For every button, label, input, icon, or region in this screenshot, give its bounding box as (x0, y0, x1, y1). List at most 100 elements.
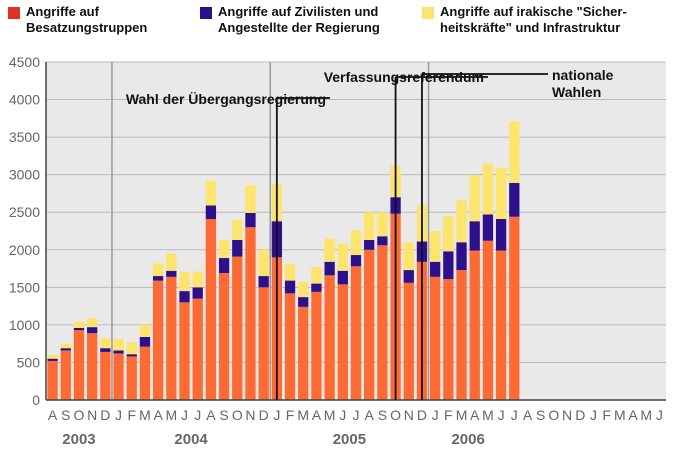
bar-segment-troops (258, 287, 269, 400)
legend-item-troops: Angriffe auf Besatzungstruppen (8, 4, 147, 36)
bar-segment-security (337, 243, 348, 271)
event-label: Wahl der Übergangsregierung (126, 91, 326, 107)
x-tick-label: J (115, 407, 122, 423)
x-tick-label: J (181, 407, 188, 423)
bar-segment-civilians (430, 261, 441, 277)
x-tick-label: M (456, 407, 468, 423)
bar-segment-civilians (377, 236, 388, 246)
x-tick-label: M (482, 407, 494, 423)
x-tick-label: A (153, 407, 163, 423)
bar-segment-civilians (245, 212, 256, 228)
bar-segment-security (113, 339, 124, 351)
bar-segment-troops (152, 280, 164, 400)
bar-segment-civilians (311, 283, 322, 292)
bar-segment-security (100, 338, 111, 349)
bar-segment-troops (73, 330, 85, 400)
bar-segment-troops (495, 250, 507, 400)
x-tick-label: J (339, 407, 346, 423)
bar-segment-troops (126, 356, 137, 400)
bar-segment-troops (192, 298, 203, 400)
bar-segment-troops (205, 218, 217, 400)
bar-segment-civilians (350, 255, 362, 267)
x-tick-label: D (417, 407, 427, 423)
bar-segment-civilians (126, 354, 137, 357)
legend-swatch-troops (8, 7, 20, 19)
legend-item-civilians: Angriffe auf Zivilisten und Angestellte … (200, 4, 380, 36)
bar-segment-security (377, 212, 388, 237)
bar-segment-troops (337, 284, 348, 400)
bar-segment-security (245, 185, 256, 213)
bar-segment-civilians (364, 240, 375, 250)
bar-segment-security (60, 343, 71, 349)
x-tick-label: O (74, 407, 85, 423)
bar-segment-troops (403, 282, 414, 400)
x-tick-label: J (353, 407, 360, 423)
x-tick-label: S (536, 407, 545, 423)
year-label: 2003 (62, 431, 95, 448)
x-tick-label: J (511, 407, 518, 423)
x-tick-label: J (432, 407, 439, 423)
bar-segment-civilians (469, 221, 480, 251)
x-tick-label: A (312, 407, 322, 423)
bar-segment-civilians (73, 327, 85, 331)
bar-segment-civilians (87, 327, 98, 334)
bar-segment-security (139, 324, 151, 337)
bar-segment-troops (482, 240, 494, 400)
bar-segment-security (364, 212, 375, 241)
bar-segment-troops (443, 279, 454, 400)
bar-segment-troops (284, 293, 296, 400)
bar-segment-troops (364, 249, 375, 400)
x-tick-label: N (562, 407, 572, 423)
x-tick-label: O (548, 407, 559, 423)
x-tick-label: M (165, 407, 177, 423)
x-tick-label: M (297, 407, 309, 423)
x-tick-label: F (286, 407, 295, 423)
bar-segment-security (87, 318, 98, 328)
bar-segment-civilians (232, 240, 243, 257)
bar-segment-security (403, 242, 414, 271)
bar-segment-troops (377, 245, 388, 400)
bar-segment-security (232, 219, 243, 241)
bar-segment-security (482, 163, 494, 215)
bar-segment-civilians (456, 242, 467, 271)
x-tick-label: M (324, 407, 336, 423)
x-tick-label: J (194, 407, 201, 423)
x-tick-label: S (61, 407, 70, 423)
x-tick-label: O (232, 407, 243, 423)
bar-segment-security (73, 321, 85, 328)
bar-segment-troops (139, 346, 151, 400)
bar-segment-security (495, 167, 507, 219)
bar-segment-security (192, 271, 203, 288)
bar-segment-civilians (60, 348, 71, 351)
bar-segment-civilians (218, 258, 230, 274)
x-tick-label: A (48, 407, 58, 423)
x-tick-label: M (614, 407, 626, 423)
x-tick-label: F (602, 407, 611, 423)
bar-segment-troops (324, 275, 335, 400)
bar-segment-security (443, 215, 454, 252)
bar-segment-civilians (495, 218, 507, 251)
x-tick-label: N (404, 407, 414, 423)
year-label: 2005 (333, 431, 366, 448)
y-tick-label: 4500 (9, 54, 40, 70)
y-tick-label: 3500 (9, 129, 40, 145)
bar-segment-civilians (192, 287, 203, 299)
x-tick-label: D (100, 407, 110, 423)
bar-segment-civilians (284, 280, 296, 294)
bar-segment-security (205, 180, 217, 206)
bar-segment-troops (298, 306, 309, 400)
bar-segment-security (258, 249, 269, 277)
bar-segment-civilians (443, 251, 454, 280)
bar-segment-civilians (324, 261, 335, 276)
bar-segment-security (152, 263, 164, 277)
x-tick-label: F (127, 407, 136, 423)
x-tick-label: S (378, 407, 387, 423)
x-tick-label: S (219, 407, 228, 423)
bar-segment-troops (166, 276, 177, 400)
bar-segment-troops (232, 256, 243, 400)
bar-segment-security (126, 342, 137, 355)
bar-segment-security (430, 231, 441, 262)
x-tick-label: D (575, 407, 585, 423)
legend-swatch-security (422, 7, 434, 19)
